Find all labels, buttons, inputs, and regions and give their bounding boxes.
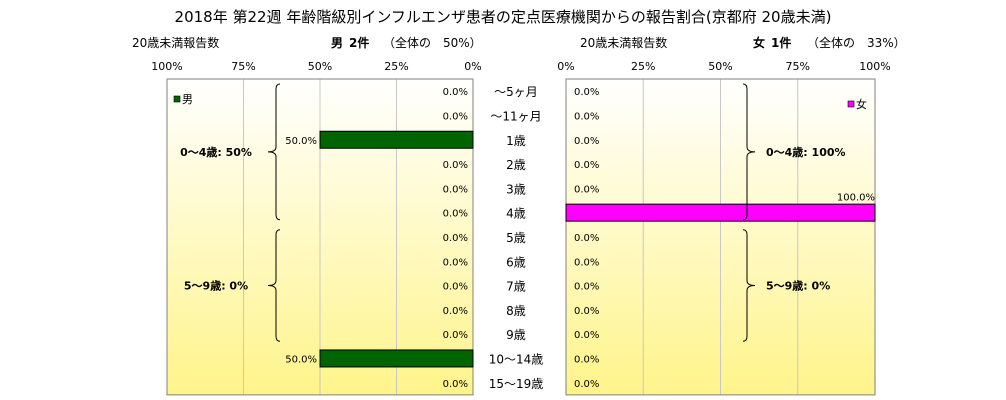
left-data-label: 0.0% — [443, 160, 468, 171]
left-report-count-label: 20歳未満報告数 — [132, 36, 220, 50]
right-data-label: 0.0% — [574, 87, 599, 98]
right-data-label: 0.0% — [574, 160, 599, 171]
right-legend-label: 女 — [856, 97, 867, 111]
right-group-label: 0～4歳: 100% — [766, 145, 846, 159]
left-group-label: 5～9歳: 0% — [184, 279, 248, 293]
left-data-label: 0.0% — [443, 111, 468, 122]
left-group-brace — [267, 229, 281, 342]
right-data-label: 0.0% — [574, 233, 599, 244]
chart-title: 2018年 第22週 年齢階級別インフルエンザ患者の定点医療機関からの報告割合(… — [174, 8, 832, 26]
left-data-label: 0.0% — [443, 184, 468, 195]
left-group-label: 0～4歳: 50% — [180, 145, 252, 159]
right-data-label: 0.0% — [574, 257, 599, 268]
category-label: 9歳 — [506, 328, 526, 342]
right-tick-label: 75% — [786, 60, 810, 73]
right-data-label: 0.0% — [574, 184, 599, 195]
category-label: 7歳 — [506, 280, 526, 294]
category-label: ～11ヶ月 — [490, 109, 541, 123]
left-data-label: 50.0% — [285, 354, 317, 365]
right-bar — [565, 203, 876, 222]
right-data-label: 0.0% — [574, 306, 599, 317]
left-tick-label: 75% — [231, 60, 255, 73]
category-label: 4歳 — [506, 207, 526, 221]
right-report-count-label: 20歳未満報告数 — [580, 36, 668, 50]
right-legend-swatch — [847, 100, 855, 108]
right-data-label: 0.0% — [574, 136, 599, 147]
left-legend-label: 男 — [182, 93, 193, 106]
left-data-label: 50.0% — [285, 136, 317, 147]
category-label: 15～19歳 — [489, 377, 544, 391]
left-sex-label: 男 — [331, 36, 344, 50]
left-legend-swatch — [173, 95, 181, 103]
left-data-label: 0.0% — [443, 233, 468, 244]
right-data-label: 0.0% — [574, 282, 599, 293]
category-label: 1歳 — [506, 134, 526, 148]
left-data-label: 0.0% — [443, 306, 468, 317]
category-label: 3歳 — [506, 182, 526, 196]
right-data-label: 100.0% — [837, 193, 875, 204]
left-plot-border — [166, 78, 474, 396]
left-data-label: 0.0% — [443, 282, 468, 293]
category-label: 6歳 — [506, 255, 526, 269]
right-data-label: 0.0% — [574, 330, 599, 341]
left-tick-label: 100% — [151, 60, 182, 73]
right-tick-label: 25% — [631, 60, 655, 73]
right-group-brace — [742, 229, 756, 342]
left-data-label: 0.0% — [443, 330, 468, 341]
left-tick-label: 50% — [308, 60, 332, 73]
left-count: 2件 — [349, 36, 370, 50]
right-plot-border — [565, 78, 876, 396]
category-label: 5歳 — [506, 231, 526, 245]
right-group-brace — [742, 83, 756, 221]
category-label: 8歳 — [506, 304, 526, 318]
left-group-brace — [267, 83, 281, 221]
left-tick-label: 0% — [464, 60, 481, 73]
right-data-label: 0.0% — [574, 379, 599, 390]
left-bar — [319, 130, 474, 149]
left-data-label: 0.0% — [443, 379, 468, 390]
right-group-label: 5～9歳: 0% — [766, 279, 830, 293]
right-count: 1件 — [771, 36, 792, 50]
left-tick-label: 25% — [384, 60, 408, 73]
category-label: 2歳 — [506, 158, 526, 172]
left-data-label: 0.0% — [443, 87, 468, 98]
left-data-label: 0.0% — [443, 209, 468, 220]
right-data-label: 0.0% — [574, 354, 599, 365]
right-tick-label: 100% — [859, 60, 890, 73]
category-label: ～5ヶ月 — [494, 85, 538, 99]
right-data-label: 0.0% — [574, 111, 599, 122]
left-data-label: 0.0% — [443, 257, 468, 268]
right-share: （全体の 33%） — [807, 36, 906, 50]
category-label: 10～14歳 — [489, 352, 544, 366]
right-sex-label: 女 — [753, 36, 766, 50]
left-share: （全体の 50%） — [383, 36, 482, 50]
right-tick-label: 50% — [708, 60, 732, 73]
right-tick-label: 0% — [557, 60, 574, 73]
left-bar — [319, 349, 474, 368]
